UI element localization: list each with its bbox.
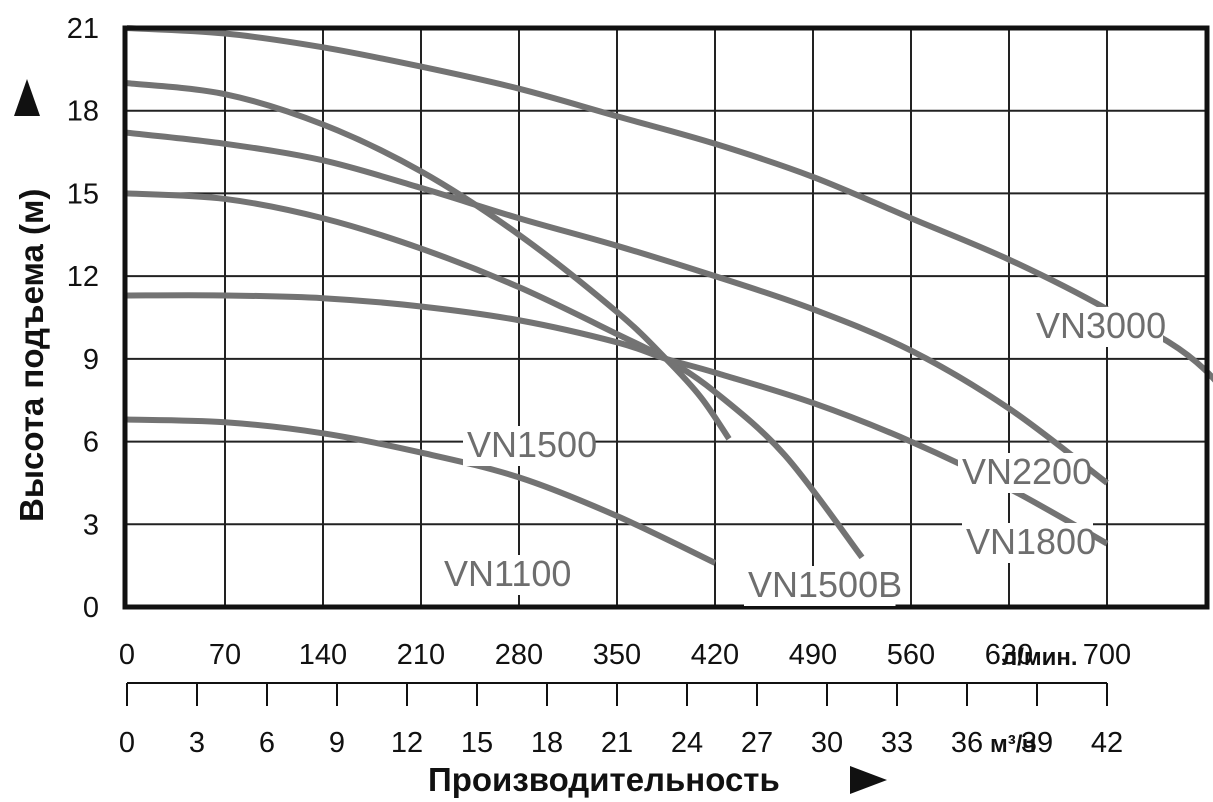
- y-axis-title-group: Высота подъема (м): [13, 79, 50, 522]
- secondary-x-tick-label: 3: [189, 727, 205, 759]
- x-tick-label: 0: [119, 639, 135, 671]
- x-tick-label: 210: [397, 639, 445, 671]
- x-tick-label: 420: [691, 639, 739, 671]
- curve-vn2200: [126, 129, 1109, 486]
- y-tick-label: 18: [67, 96, 99, 128]
- y-tick-label: 0: [83, 592, 99, 624]
- x-tick-label: 630: [985, 639, 1033, 671]
- secondary-x-tick-label: 27: [741, 727, 773, 759]
- series-label-vn1500: VN1500: [467, 424, 597, 465]
- secondary-x-axis-unit: м³/ч: [990, 731, 1036, 758]
- secondary-x-axis: 0 3 6 9 12 15 18 21 24 27 30 33 36 39 42: [119, 682, 1123, 759]
- x-axis-unit: л/мин.: [1002, 644, 1078, 671]
- x-tick-label: 350: [593, 639, 641, 671]
- series-label-background: [962, 523, 1093, 563]
- curve-vn1800: [126, 292, 1109, 547]
- series-label-vn3000: VN3000: [1036, 305, 1166, 346]
- secondary-x-tick-label: 18: [531, 727, 563, 759]
- y-axis-ticks: 0 3 6 9 12 15 18 21: [67, 13, 99, 624]
- secondary-x-tick-label: 6: [259, 727, 275, 759]
- secondary-x-tick-label: 33: [881, 727, 913, 759]
- secondary-x-tick-label: 9: [329, 727, 345, 759]
- series-label-vn1100: VN1100: [444, 553, 571, 594]
- y-tick-label: 21: [67, 13, 99, 45]
- secondary-x-tick-label: 0: [119, 727, 135, 759]
- series-label-background: [958, 453, 1089, 493]
- y-tick-label: 3: [83, 509, 99, 541]
- y-tick-label: 12: [67, 261, 99, 293]
- secondary-x-tick-label: 15: [461, 727, 493, 759]
- series-labels: VN1100 VN1500 VN1500B VN1800 VN2200 VN3000: [440, 305, 1166, 606]
- series-label-background: [440, 555, 571, 595]
- secondary-x-tick-label: 24: [671, 727, 703, 759]
- series-label-vn1500b: VN1500B: [748, 564, 902, 605]
- x-axis-ticks: 0 70 140 210 280 350 420 490 560 630 700: [119, 639, 1131, 671]
- series-label-background: [744, 566, 896, 606]
- y-axis-title: Высота подъема (м): [13, 189, 50, 522]
- curve-vn1500b: [126, 190, 865, 560]
- series-label-vn2200: VN2200: [962, 451, 1092, 492]
- y-tick-label: 6: [83, 427, 99, 459]
- x-axis-arrow-icon: [850, 766, 887, 794]
- secondary-x-tick-label: 21: [601, 727, 633, 759]
- x-axis-title: Производительность: [428, 761, 780, 798]
- secondary-x-tick-label: 42: [1091, 727, 1123, 759]
- x-tick-label: 700: [1083, 639, 1131, 671]
- series-label-vn1800: VN1800: [966, 521, 1096, 562]
- x-tick-label: 70: [209, 639, 241, 671]
- plot-frame: [122, 25, 1210, 610]
- curve-vn1100: [126, 416, 717, 566]
- curve-vn1500: [126, 80, 732, 441]
- secondary-x-tick-label: 36: [951, 727, 983, 759]
- y-tick-label: 9: [83, 344, 99, 376]
- x-axis-title-group: Производительность: [428, 761, 887, 798]
- series-label-background: [463, 426, 594, 466]
- secondary-x-tick-label: 12: [391, 727, 423, 759]
- secondary-x-tick-label: 39: [1021, 727, 1053, 759]
- x-tick-label: 490: [789, 639, 837, 671]
- y-axis-arrow-icon: [14, 79, 40, 116]
- secondary-x-tick-label: 30: [811, 727, 843, 759]
- series-label-background: [1032, 307, 1163, 347]
- x-tick-label: 560: [887, 639, 935, 671]
- x-tick-label: 280: [495, 639, 543, 671]
- x-tick-label: 140: [299, 639, 347, 671]
- y-tick-label: 15: [67, 178, 99, 210]
